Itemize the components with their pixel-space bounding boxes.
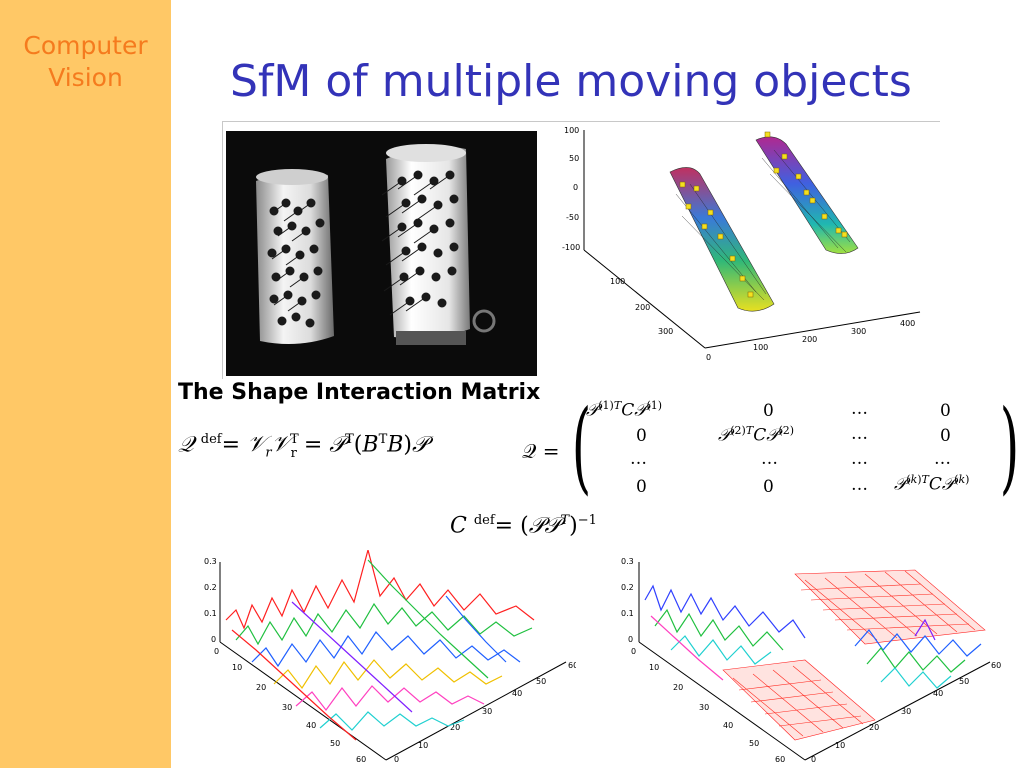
x-tick-label: 0 <box>394 755 399 764</box>
matrix-cell: 𝒫(1)TC𝒫(1) <box>586 399 663 421</box>
matrix-cell: 0 <box>940 426 951 446</box>
course-title: Computer Vision <box>0 30 171 94</box>
matrix-cell: 0 <box>763 401 774 421</box>
cylinders-photo <box>226 131 537 376</box>
y-tick-label: 20 <box>673 683 683 692</box>
x-tick-label: 0 <box>706 353 711 362</box>
surface-left <box>669 167 775 312</box>
matrix-cell: … <box>934 449 951 469</box>
z-tick-label: 0 <box>628 635 633 644</box>
y-tick-label: 40 <box>723 721 733 730</box>
frame-top-rule <box>222 121 940 122</box>
x-tick-label: 200 <box>802 335 817 344</box>
z-tick-label: 0.2 <box>204 583 217 592</box>
flat-grid-lines <box>732 570 976 737</box>
course-title-line2: Vision <box>48 63 123 92</box>
matrix-cell: … <box>851 449 868 469</box>
axes <box>583 130 921 349</box>
y-tick-label: 40 <box>306 721 316 730</box>
z-tick-label: 0.3 <box>621 557 634 566</box>
z-tick-label: 50 <box>569 154 579 163</box>
block-diagonal-matrix: ( ) 𝒫(1)TC𝒫(1) 0 … 0 0 𝒫(2)TC𝒫(2) … 0 … … <box>568 388 1023 505</box>
z-tick-label: 0 <box>573 183 578 192</box>
y-tick-label: 60 <box>775 755 785 764</box>
y-tick-label: 100 <box>610 277 625 286</box>
matrix-cell: … <box>851 475 868 495</box>
feature-tracks <box>267 170 459 328</box>
noisy-mesh-surface <box>225 547 535 741</box>
matrix-cell: … <box>761 449 778 469</box>
y-tick-label: 60 <box>356 755 366 764</box>
y-tick-label: 0 <box>631 647 636 656</box>
course-title-line1: Computer <box>23 31 148 60</box>
matrix-cell: … <box>851 399 868 419</box>
noisy-diagonal-blocks <box>644 584 982 689</box>
x-tick-label: 30 <box>901 707 911 716</box>
feature-points <box>679 131 848 298</box>
matrix-right-paren: ) <box>999 388 1020 505</box>
matrix-cell: … <box>851 424 868 444</box>
x-tick-label: 60 <box>991 661 1001 670</box>
x-tick-label: 50 <box>536 677 546 686</box>
matrix-cell: 𝒫(k)TC𝒫(k) <box>894 473 970 495</box>
y-tick-label: 30 <box>282 703 292 712</box>
z-tick-label: 0.3 <box>204 557 217 566</box>
matrix-cell: 0 <box>940 401 951 421</box>
y-tick-label: 200 <box>635 303 650 312</box>
right-cylinder <box>386 144 496 345</box>
x-tick-label: 50 <box>959 677 969 686</box>
z-tick-label: 0.2 <box>621 583 634 592</box>
x-tick-label: 40 <box>933 689 943 698</box>
z-tick-label: -100 <box>562 243 580 252</box>
sidebar <box>0 0 171 768</box>
matrix-cell: 0 <box>636 477 647 497</box>
interaction-matrix-mesh-unsorted: 0.3 0.2 0.1 0 0 10 20 30 40 50 60 0 10 2… <box>196 547 578 768</box>
y-tick-label: 30 <box>699 703 709 712</box>
y-tick-label: 300 <box>658 327 673 336</box>
x-tick-label: 30 <box>482 707 492 716</box>
section-heading: The Shape Interaction Matrix <box>178 380 541 405</box>
y-tick-label: 0 <box>214 647 219 656</box>
x-tick-label: 400 <box>900 319 915 328</box>
y-tick-label: 20 <box>256 683 266 692</box>
slide-title: SfM of multiple moving objects <box>230 56 912 107</box>
reconstruction-3d-plot: 100 50 0 -50 -100 100 200 300 0 100 200 … <box>560 124 940 364</box>
x-tick-label: 10 <box>418 741 428 750</box>
y-tick-label: 50 <box>749 739 759 748</box>
x-tick-label: 0 <box>811 755 816 764</box>
matrix-cell: … <box>630 449 647 469</box>
y-tick-label: 10 <box>649 663 659 672</box>
x-tick-label: 300 <box>851 327 866 336</box>
flat-zero-blocks <box>722 569 986 741</box>
z-tick-label: -50 <box>566 213 579 222</box>
y-tick-label: 50 <box>330 739 340 748</box>
x-tick-label: 20 <box>869 723 879 732</box>
x-tick-label: 10 <box>835 741 845 750</box>
x-tick-label: 20 <box>450 723 460 732</box>
x-tick-label: 60 <box>568 661 576 670</box>
matrix-label: 𝒬 = <box>522 439 560 463</box>
z-tick-label: 0.1 <box>204 609 217 618</box>
matrix-cell: 𝒫(2)TC𝒫(2) <box>718 424 795 446</box>
y-tick-label: 10 <box>232 663 242 672</box>
c-definition-equation: C def= (𝒫𝒫T)−1 <box>450 513 597 539</box>
z-tick-label: 100 <box>564 126 579 135</box>
q-definition-equation: 𝒬 def= 𝒱r𝒱Tr = 𝒫T(BTB)𝒫 <box>178 432 428 461</box>
x-tick-label: 40 <box>512 689 522 698</box>
x-tick-label: 100 <box>753 343 768 352</box>
matrix-cell: 0 <box>763 477 774 497</box>
frame-left-rule <box>222 121 223 379</box>
interaction-matrix-mesh-sorted: 0.3 0.2 0.1 0 0 10 20 30 40 50 60 0 10 2… <box>615 550 1010 768</box>
matrix-cell: 0 <box>636 426 647 446</box>
z-tick-label: 0 <box>211 635 216 644</box>
z-tick-label: 0.1 <box>621 609 634 618</box>
matrix-left-paren: ( <box>571 388 592 505</box>
